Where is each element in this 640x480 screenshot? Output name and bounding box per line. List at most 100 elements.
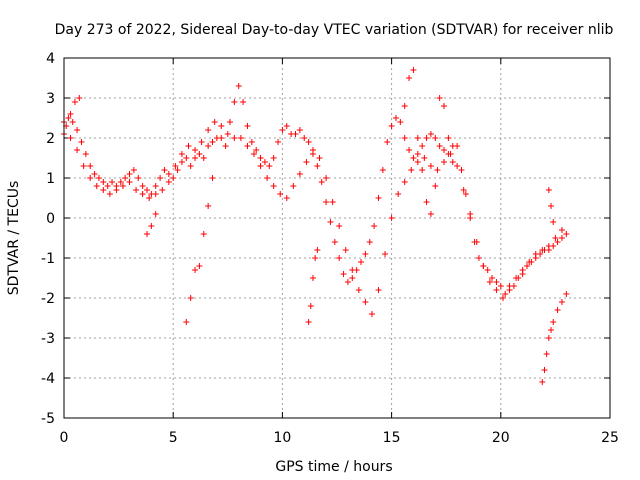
data-point	[119, 183, 126, 189]
data-point	[152, 191, 159, 197]
data-point	[441, 103, 448, 109]
data-point	[329, 199, 336, 205]
data-point	[174, 167, 181, 173]
data-point	[441, 159, 448, 165]
data-point	[253, 147, 260, 153]
data-point	[445, 135, 452, 141]
data-point	[270, 155, 277, 161]
chart-title: Day 273 of 2022, Sidereal Day-to-day VTE…	[55, 22, 614, 38]
data-point	[192, 155, 199, 161]
data-point	[497, 283, 504, 289]
data-point	[192, 267, 199, 273]
data-point	[406, 147, 413, 153]
data-point	[539, 247, 546, 253]
data-point	[178, 151, 185, 157]
data-point	[235, 83, 242, 89]
data-point	[87, 163, 94, 169]
data-point	[395, 191, 402, 197]
grid-lines	[64, 58, 610, 418]
data-point	[454, 163, 461, 169]
data-point	[563, 231, 570, 237]
data-point	[414, 151, 421, 157]
data-point	[545, 335, 552, 341]
data-point	[305, 319, 312, 325]
data-point	[222, 143, 229, 149]
data-point	[384, 139, 391, 145]
data-point	[558, 299, 565, 305]
data-point	[355, 287, 362, 293]
data-point	[410, 155, 417, 161]
data-point	[205, 127, 212, 133]
data-point	[519, 271, 526, 277]
x-tick-label: 15	[383, 430, 401, 446]
data-point	[441, 147, 448, 153]
y-tick-label: -5	[41, 411, 55, 427]
data-point	[506, 283, 513, 289]
data-point	[423, 199, 430, 205]
data-point	[187, 163, 194, 169]
x-tick-label: 10	[273, 430, 291, 446]
y-tick-label: -4	[41, 371, 55, 387]
data-point	[323, 175, 330, 181]
data-point	[366, 239, 373, 245]
data-point	[541, 367, 548, 373]
data-point	[270, 183, 277, 189]
data-point	[261, 159, 268, 165]
data-point	[95, 175, 102, 181]
data-point	[554, 239, 561, 245]
data-point	[526, 259, 533, 265]
data-point	[244, 123, 251, 129]
x-tick-label: 25	[601, 430, 619, 446]
data-point	[401, 135, 408, 141]
data-point	[392, 115, 399, 121]
data-point	[183, 319, 190, 325]
data-point	[532, 251, 539, 257]
data-point	[126, 171, 133, 177]
data-point	[563, 291, 570, 297]
data-point	[192, 147, 199, 153]
data-point	[421, 155, 428, 161]
data-point	[143, 187, 150, 193]
data-point	[198, 139, 205, 145]
data-point	[349, 267, 356, 273]
data-point	[152, 183, 159, 189]
data-point	[143, 231, 150, 237]
data-point	[419, 143, 426, 149]
data-point	[375, 287, 382, 293]
data-point	[524, 263, 531, 269]
y-tick-label: -1	[41, 251, 55, 267]
data-point	[244, 143, 251, 149]
data-point	[113, 187, 120, 193]
data-point	[196, 151, 203, 157]
data-point	[449, 159, 456, 165]
x-tick-label: 5	[169, 430, 178, 446]
data-point	[558, 235, 565, 241]
data-point	[74, 127, 81, 133]
data-point	[205, 143, 212, 149]
data-point	[336, 255, 343, 261]
data-point	[427, 163, 434, 169]
data-point	[475, 255, 482, 261]
data-point	[454, 143, 461, 149]
data-point	[218, 123, 225, 129]
data-point	[473, 239, 480, 245]
data-point	[130, 167, 137, 173]
data-point	[106, 191, 113, 197]
y-tick-label: 3	[46, 91, 55, 107]
data-point	[172, 163, 179, 169]
data-point	[170, 175, 177, 181]
data-point	[87, 175, 94, 181]
data-point	[423, 135, 430, 141]
data-point	[277, 191, 284, 197]
data-point	[388, 123, 395, 129]
data-point	[493, 279, 500, 285]
data-point	[414, 159, 421, 165]
data-point	[67, 111, 74, 117]
data-point	[109, 179, 116, 185]
data-point	[91, 171, 98, 177]
y-tick-label: 2	[46, 131, 55, 147]
data-point	[342, 247, 349, 253]
data-point	[307, 303, 314, 309]
data-point	[489, 275, 496, 281]
